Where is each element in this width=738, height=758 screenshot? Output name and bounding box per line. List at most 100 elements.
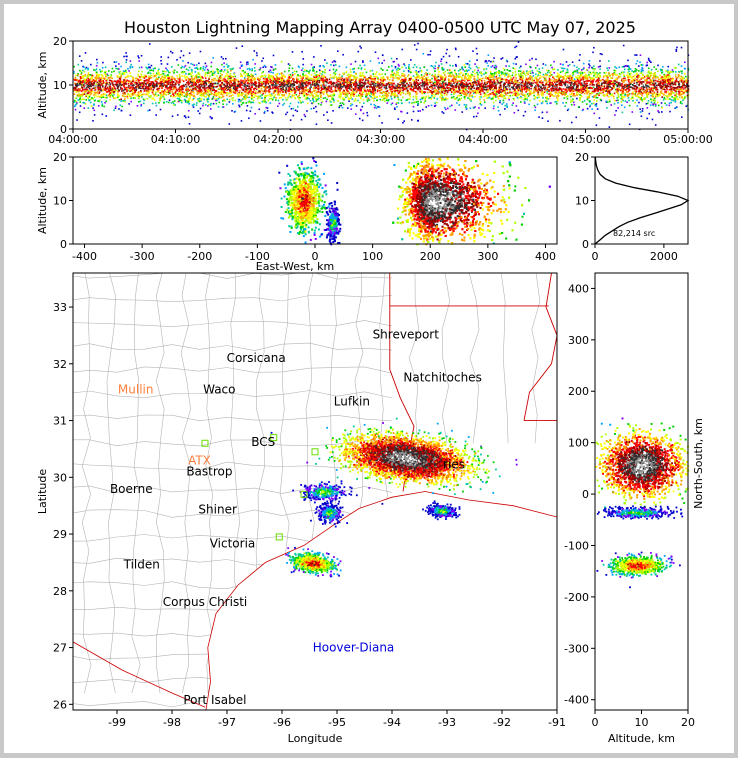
source-point xyxy=(528,103,530,106)
source-point xyxy=(681,76,684,78)
source-point xyxy=(130,86,132,88)
source-point xyxy=(654,79,657,82)
source-point xyxy=(605,90,608,92)
source-point xyxy=(667,85,670,87)
source-point xyxy=(455,74,458,77)
source-point xyxy=(463,88,465,91)
source-point xyxy=(458,73,461,75)
source-point xyxy=(302,58,305,60)
source-point xyxy=(88,74,91,76)
source-point xyxy=(353,67,356,70)
source-point xyxy=(93,109,96,112)
source-point xyxy=(81,87,84,90)
source-point xyxy=(463,103,466,106)
source-point xyxy=(307,72,310,74)
source-point xyxy=(435,61,437,64)
source-point xyxy=(392,84,394,86)
source-point xyxy=(129,95,132,98)
source-point xyxy=(589,71,592,74)
source-point xyxy=(554,101,557,103)
source-point xyxy=(254,70,256,72)
source-point xyxy=(217,68,219,71)
source-point xyxy=(661,111,663,113)
source-point xyxy=(527,71,530,73)
source-point xyxy=(586,68,588,71)
source-point xyxy=(664,98,667,100)
source-point xyxy=(113,92,116,95)
source-point xyxy=(95,68,98,70)
source-point xyxy=(381,54,384,56)
source-point xyxy=(466,70,469,73)
source-point xyxy=(540,102,543,105)
source-point xyxy=(528,59,531,61)
source-point xyxy=(157,78,160,80)
source-point xyxy=(115,65,117,67)
source-point xyxy=(315,123,318,126)
source-point xyxy=(646,64,648,67)
source-point xyxy=(278,102,281,105)
source-point xyxy=(614,70,617,72)
source-point xyxy=(92,79,95,81)
source-point xyxy=(505,81,507,84)
source-point xyxy=(110,75,113,77)
source-point xyxy=(457,55,460,58)
source-point xyxy=(258,108,261,111)
source-point xyxy=(456,80,459,82)
source-point xyxy=(617,95,620,97)
source-point xyxy=(493,75,496,78)
source-point xyxy=(531,92,534,95)
source-point xyxy=(502,67,505,70)
source-point xyxy=(486,86,488,89)
source-point xyxy=(101,105,104,107)
source-point xyxy=(345,66,348,69)
source-point xyxy=(626,93,629,96)
source-point xyxy=(534,106,537,109)
source-point xyxy=(638,74,641,77)
source-point xyxy=(307,102,309,105)
source-point xyxy=(227,92,230,95)
source-point xyxy=(165,67,167,70)
source-point xyxy=(395,103,398,105)
source-point xyxy=(649,104,652,107)
source-point xyxy=(559,119,561,122)
source-point xyxy=(588,64,591,67)
source-point xyxy=(220,90,222,92)
source-point xyxy=(303,69,306,71)
source-point xyxy=(299,90,301,93)
source-point xyxy=(122,95,124,97)
source-point xyxy=(348,73,350,76)
source-point xyxy=(555,84,558,87)
source-point xyxy=(366,89,369,91)
source-point xyxy=(479,82,482,85)
source-point xyxy=(490,82,493,85)
source-point xyxy=(500,88,502,91)
source-point xyxy=(476,59,478,61)
source-point xyxy=(238,104,240,107)
source-point xyxy=(663,96,666,99)
source-point xyxy=(216,98,218,100)
source-point xyxy=(531,76,533,79)
source-point xyxy=(323,66,325,68)
source-point xyxy=(524,98,527,100)
source-point xyxy=(148,109,151,111)
source-point xyxy=(624,93,627,96)
source-point xyxy=(212,73,215,76)
source-point xyxy=(255,95,257,98)
source-point xyxy=(663,86,666,88)
source-point xyxy=(461,111,464,113)
source-point xyxy=(95,83,97,85)
source-point xyxy=(417,100,419,103)
source-point xyxy=(524,80,527,83)
source-point xyxy=(324,76,327,79)
source-point xyxy=(235,47,238,49)
source-point xyxy=(362,91,365,94)
source-point xyxy=(233,111,236,113)
source-point xyxy=(73,105,76,108)
source-point xyxy=(610,77,612,79)
source-point xyxy=(514,57,517,60)
source-point xyxy=(611,77,614,79)
source-point xyxy=(466,97,469,99)
source-point xyxy=(101,70,103,72)
source-point xyxy=(513,111,516,114)
source-point xyxy=(441,68,444,71)
